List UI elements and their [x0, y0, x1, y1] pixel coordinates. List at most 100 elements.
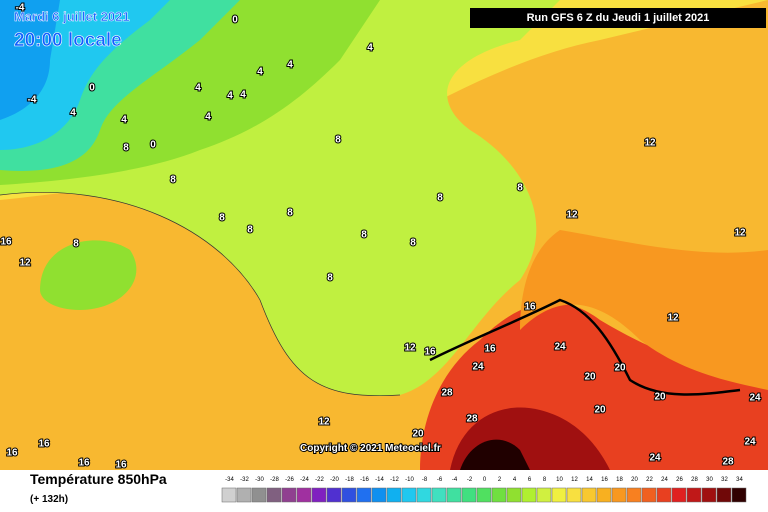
- scale-label: -12: [390, 477, 399, 483]
- scale-label: 22: [646, 477, 653, 483]
- scale-label: -6: [437, 477, 443, 483]
- scale-label: 34: [736, 477, 743, 483]
- scale-label: -18: [345, 477, 354, 483]
- scale-swatch: [716, 487, 732, 503]
- zone-blue: [0, 0, 60, 120]
- contour-label: 8: [123, 143, 129, 154]
- scale-swatch: [311, 487, 327, 503]
- contour-label: 16: [424, 347, 436, 358]
- scale-swatch: [431, 487, 447, 503]
- footer-title: Température 850hPa: [30, 471, 167, 487]
- contour-label: 8: [73, 239, 79, 250]
- contour-label: 4: [121, 115, 127, 126]
- scale-label: 16: [601, 477, 608, 483]
- contour-label: 12: [667, 313, 679, 324]
- contour-label: 16: [115, 460, 127, 471]
- contour-label: 4: [70, 108, 76, 119]
- scale-swatch: [566, 487, 582, 503]
- contour-label: 24: [554, 342, 566, 353]
- time-label: 20:00 locale: [14, 30, 122, 51]
- contour-label: 0: [150, 140, 156, 151]
- scale-label: -32: [240, 477, 249, 483]
- scale-swatch: [671, 487, 687, 503]
- scale-label: -34: [225, 477, 234, 483]
- scale-label: -24: [300, 477, 309, 483]
- contour-line: [0, 191, 401, 397]
- contour-label: 0: [89, 83, 95, 94]
- scale-swatch: [236, 487, 252, 503]
- contour-label: 4: [227, 91, 233, 102]
- scale-label: -10: [405, 477, 414, 483]
- scale-swatch: [281, 487, 297, 503]
- contour-label: 28: [722, 457, 734, 468]
- scale-label: -8: [422, 477, 428, 483]
- scale-label: -28: [270, 477, 279, 483]
- footer-lead: (+ 132h): [30, 494, 68, 505]
- scale-swatch: [506, 487, 522, 503]
- scale-label: 6: [528, 477, 532, 483]
- contour-label: 20: [412, 429, 424, 440]
- scale-swatch: [326, 487, 342, 503]
- contour-label: 8: [410, 238, 416, 249]
- contour-label: 4: [240, 90, 246, 101]
- contour-label: 8: [361, 230, 367, 241]
- scale-label: 10: [556, 477, 563, 483]
- contour-label: 12: [404, 343, 416, 354]
- contour-label: 8: [247, 225, 253, 236]
- scale-swatch: [386, 487, 402, 503]
- contour-label: 12: [734, 228, 746, 239]
- run-box: [470, 8, 766, 28]
- scale-swatch: [656, 487, 672, 503]
- scale-swatch: [461, 487, 477, 503]
- scale-label: -14: [375, 477, 384, 483]
- scale-label: -4: [452, 477, 458, 483]
- contour-label: 16: [484, 344, 496, 355]
- zone-orange: [520, 230, 768, 390]
- scale-swatch: [296, 487, 312, 503]
- contour-label: 24: [744, 437, 756, 448]
- contour-label: 8: [437, 193, 443, 204]
- scale-swatch: [701, 487, 717, 503]
- contour-label: 4: [257, 67, 263, 78]
- scale-swatch: [341, 487, 357, 503]
- contour-label: 16: [6, 448, 18, 459]
- scale-swatch: [446, 487, 462, 503]
- contour-label: 12: [318, 417, 330, 428]
- scale-swatch: [416, 487, 432, 503]
- scale-swatch: [581, 487, 597, 503]
- scale-label: 32: [721, 477, 728, 483]
- contour-label: 8: [287, 208, 293, 219]
- contour-20: [429, 298, 741, 396]
- contour-label: 24: [649, 453, 661, 464]
- scale-label: 12: [571, 477, 578, 483]
- scale-label: -30: [255, 477, 264, 483]
- scale-label: -2: [467, 477, 473, 483]
- contour-label: 12: [19, 258, 31, 269]
- scale-label: -22: [315, 477, 324, 483]
- contour-label: 12: [566, 210, 578, 221]
- contour-label: 20: [594, 405, 606, 416]
- contour-label: 4: [367, 43, 373, 54]
- scale-swatch: [611, 487, 627, 503]
- scale-label: -20: [330, 477, 339, 483]
- contour-label: 4: [205, 112, 211, 123]
- contour-label: 16: [524, 302, 536, 313]
- scale-label: 28: [691, 477, 698, 483]
- scale-label: -26: [285, 477, 294, 483]
- scale-swatch: [371, 487, 387, 503]
- contour-label: 12: [644, 138, 656, 149]
- scale-swatch: [551, 487, 567, 503]
- scale-label: 24: [661, 477, 668, 483]
- contour-label: 4: [287, 60, 293, 71]
- scale-label: -16: [360, 477, 369, 483]
- copyright: Copyright © 2021 Meteociel.fr: [300, 443, 441, 454]
- date-label: Mardi 6 juillet 2021: [14, 9, 130, 24]
- scale-label: 18: [616, 477, 623, 483]
- scale-swatch: [266, 487, 282, 503]
- contour-label: -4: [16, 3, 25, 14]
- scale-label: 30: [706, 477, 713, 483]
- contour-label: 24: [749, 393, 761, 404]
- scale-label: 4: [513, 477, 517, 483]
- scale-swatch: [536, 487, 552, 503]
